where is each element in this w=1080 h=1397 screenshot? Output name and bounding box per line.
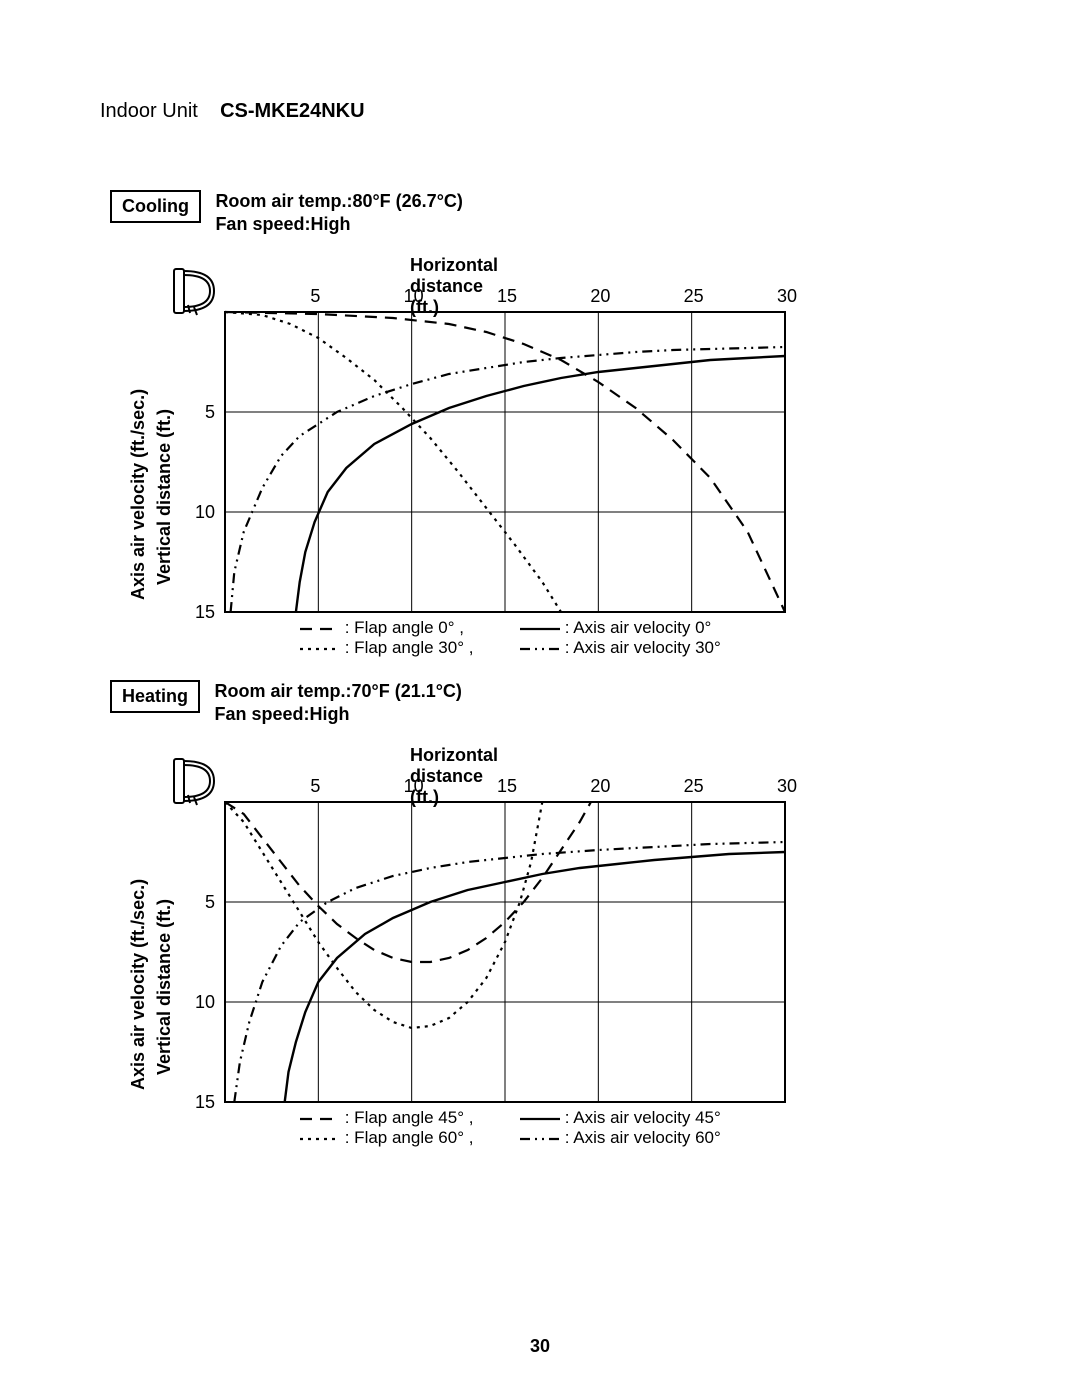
y-axis-title-2: Vertical distance (ft.) <box>154 899 175 1075</box>
chart-plot: 51015202530 51015 <box>225 802 785 1102</box>
legend-right: : Axis air velocity 45° : Axis air veloc… <box>520 1108 721 1148</box>
unit-icon-wrap <box>170 755 225 810</box>
legend-text: : Axis air velocity 30° <box>565 638 721 657</box>
mode-label: Cooling <box>110 190 201 223</box>
legend-text: : Axis air velocity 60° <box>565 1128 721 1147</box>
unit-icon-wrap <box>170 265 225 320</box>
chart-block-1: Heating Room air temp.:70°F (21.1°C)Fan … <box>110 680 462 740</box>
x-tick-label: 5 <box>310 286 320 307</box>
x-tick-label: 25 <box>684 776 704 797</box>
legend-text: : Axis air velocity 0° <box>565 618 712 637</box>
chart-plot: 51015202530 51015 <box>225 312 785 612</box>
legend-text: : Flap angle 45° , <box>345 1108 474 1127</box>
y-tick-label: 15 <box>185 602 215 623</box>
y-axis-title-2: Vertical distance (ft.) <box>154 409 175 585</box>
legend-item: : Axis air velocity 30° <box>520 638 721 658</box>
chart-block-0: Cooling Room air temp.:80°F (26.7°C)Fan … <box>110 190 463 250</box>
x-tick-label: 20 <box>590 286 610 307</box>
x-tick-label: 10 <box>404 776 424 797</box>
y-tick-label: 5 <box>185 402 215 423</box>
page: Indoor Unit CS-MKE24NKU Cooling Room air… <box>0 0 1080 1397</box>
series-flap_angle_60 <box>225 802 542 1028</box>
legend-item: : Flap angle 45° , <box>300 1108 473 1128</box>
legend-text: : Flap angle 60° , <box>345 1128 474 1147</box>
x-tick-label: 30 <box>777 286 797 307</box>
mode-conditions: Room air temp.:70°F (21.1°C)Fan speed:Hi… <box>214 680 461 727</box>
legend-text: : Axis air velocity 45° <box>565 1108 721 1127</box>
legend-left: : Flap angle 0° , : Flap angle 30° , <box>300 618 473 658</box>
x-tick-label: 10 <box>404 286 424 307</box>
legend-left: : Flap angle 45° , : Flap angle 60° , <box>300 1108 473 1148</box>
legend-item: : Flap angle 60° , <box>300 1128 473 1148</box>
unit-icon <box>170 265 225 320</box>
y-tick-label: 15 <box>185 1092 215 1113</box>
series-flap_angle_30 <box>225 312 561 612</box>
series-axis_velocity_0 <box>296 356 785 612</box>
legend-item: : Axis air velocity 60° <box>520 1128 721 1148</box>
y-tick-label: 5 <box>185 892 215 913</box>
y-tick-label: 10 <box>185 502 215 523</box>
page-number: 30 <box>0 1336 1080 1357</box>
mode-conditions: Room air temp.:80°F (26.7°C)Fan speed:Hi… <box>215 190 462 237</box>
x-tick-label: 15 <box>497 286 517 307</box>
x-tick-label: 15 <box>497 776 517 797</box>
series-axis_velocity_45 <box>285 852 785 1102</box>
header-model: CS-MKE24NKU <box>220 100 364 122</box>
legend-item: : Axis air velocity 0° <box>520 618 721 638</box>
legend-item: : Flap angle 0° , <box>300 618 473 638</box>
x-tick-label: 5 <box>310 776 320 797</box>
y-tick-label: 10 <box>185 992 215 1013</box>
legend-right: : Axis air velocity 0° : Axis air veloci… <box>520 618 721 658</box>
x-tick-label: 30 <box>777 776 797 797</box>
legend-text: : Flap angle 30° , <box>345 638 474 657</box>
legend-text: : Flap angle 0° , <box>345 618 464 637</box>
x-tick-label: 25 <box>684 286 704 307</box>
mode-label: Heating <box>110 680 200 713</box>
legend-item: : Flap angle 30° , <box>300 638 473 658</box>
legend-item: : Axis air velocity 45° <box>520 1108 721 1128</box>
y-axis-title-1: Axis air velocity (ft./sec.) <box>128 879 149 1090</box>
x-tick-label: 20 <box>590 776 610 797</box>
page-header: Indoor Unit CS-MKE24NKU <box>100 100 365 123</box>
y-axis-title-1: Axis air velocity (ft./sec.) <box>128 389 149 600</box>
series-axis_velocity_30 <box>231 347 785 612</box>
header-prefix: Indoor Unit <box>100 100 198 122</box>
unit-icon <box>170 755 225 810</box>
